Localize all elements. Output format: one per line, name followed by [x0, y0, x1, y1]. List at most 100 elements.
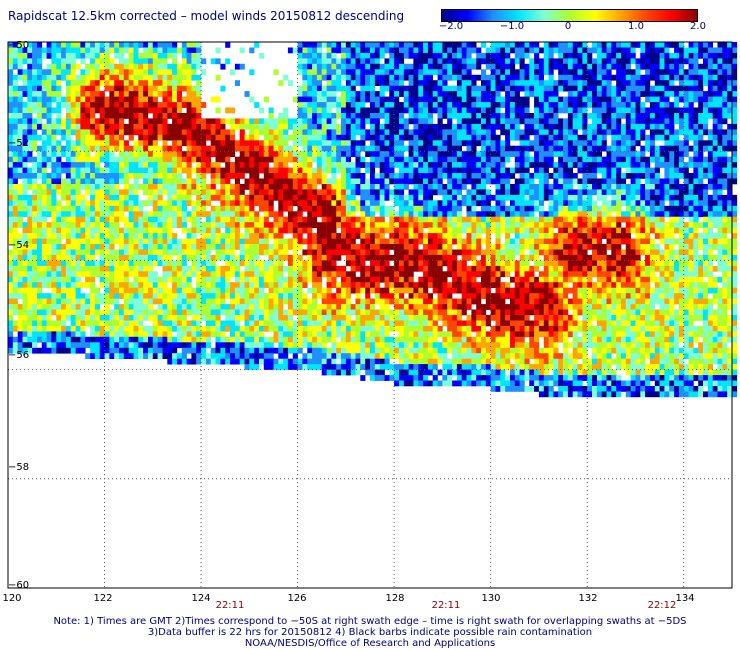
data-cell — [51, 211, 57, 218]
data-cell — [331, 364, 337, 370]
data-cell — [37, 309, 43, 316]
data-cell — [186, 173, 192, 179]
data-cell — [312, 347, 318, 354]
data-cell — [181, 69, 187, 76]
data-cell — [321, 205, 327, 212]
data-cell — [307, 80, 313, 86]
data-cell — [225, 173, 231, 179]
data-cell — [65, 233, 71, 239]
data-cell — [244, 156, 250, 163]
data-cell — [128, 249, 134, 256]
data-cell — [447, 123, 453, 130]
data-cell — [201, 342, 207, 349]
data-cell — [312, 336, 318, 343]
data-cell — [447, 380, 453, 387]
data-cell — [172, 102, 178, 108]
data-cell — [196, 102, 202, 108]
data-cell — [360, 63, 366, 70]
data-cell — [437, 134, 443, 141]
data-cell — [94, 96, 100, 103]
data-cell — [345, 233, 351, 239]
data-cell — [65, 287, 71, 294]
data-cell — [360, 178, 366, 185]
data-cell — [138, 140, 144, 147]
data-cell — [17, 113, 23, 119]
data-cell — [452, 85, 458, 92]
data-cell — [408, 353, 414, 359]
data-cell — [27, 347, 33, 354]
data-cell — [186, 178, 192, 185]
data-cell — [22, 298, 28, 305]
data-cell — [423, 113, 429, 119]
data-cell — [234, 347, 240, 354]
data-cell — [22, 293, 28, 299]
data-cell — [321, 331, 327, 338]
data-cell — [297, 91, 303, 97]
data-cell — [186, 309, 192, 316]
data-cell — [283, 151, 289, 157]
data-cell — [167, 347, 173, 354]
data-cell — [167, 80, 173, 86]
data-cell — [432, 85, 438, 92]
data-cell — [85, 80, 91, 86]
data-cell — [355, 287, 361, 294]
data-cell — [423, 42, 429, 48]
data-cell — [172, 145, 178, 152]
data-cell — [176, 211, 182, 218]
data-cell — [452, 298, 458, 305]
data-cell — [12, 74, 18, 81]
data-cell — [447, 265, 453, 272]
data-cell — [27, 249, 33, 256]
data-cell — [249, 156, 255, 163]
data-cell — [37, 331, 43, 338]
data-cell — [297, 107, 303, 114]
data-cell — [205, 254, 211, 261]
data-cell — [331, 205, 337, 212]
data-cell — [70, 336, 76, 343]
data-cell — [70, 74, 76, 81]
data-cell — [196, 265, 202, 272]
data-cell — [336, 205, 342, 212]
data-cell — [345, 167, 351, 174]
data-cell — [8, 145, 14, 152]
data-cell — [452, 63, 458, 70]
data-cell — [316, 58, 322, 65]
data-cell — [104, 118, 110, 125]
data-cell — [201, 151, 207, 157]
data-cell — [225, 347, 231, 354]
data-cell — [384, 282, 390, 288]
data-cell — [114, 52, 120, 59]
data-cell — [172, 189, 178, 196]
data-cell — [427, 233, 433, 239]
data-cell — [278, 347, 284, 354]
data-cell — [432, 233, 438, 239]
data-cell — [254, 358, 260, 365]
data-cell — [65, 260, 71, 267]
data-cell — [350, 134, 356, 141]
data-cell — [413, 347, 419, 354]
data-cell — [61, 342, 67, 349]
data-cell — [384, 80, 390, 86]
data-cell — [263, 271, 269, 278]
data-cell — [186, 216, 192, 223]
data-cell — [263, 189, 269, 196]
data-cell — [94, 320, 100, 327]
data-cell — [230, 298, 236, 305]
data-cell — [413, 91, 419, 97]
data-cell — [22, 325, 28, 332]
data-cell — [167, 167, 173, 174]
data-cell — [374, 134, 380, 141]
data-cell — [196, 227, 202, 234]
data-cell — [399, 315, 405, 321]
data-cell — [321, 58, 327, 65]
data-cell — [51, 63, 57, 70]
data-cell — [12, 85, 18, 92]
data-cell — [8, 118, 14, 125]
data-cell — [379, 74, 385, 81]
data-cell — [85, 222, 91, 228]
data-cell — [278, 238, 284, 245]
data-cell — [312, 364, 318, 370]
data-cell — [201, 162, 207, 168]
data-cell — [321, 107, 327, 114]
data-cell — [94, 184, 100, 190]
